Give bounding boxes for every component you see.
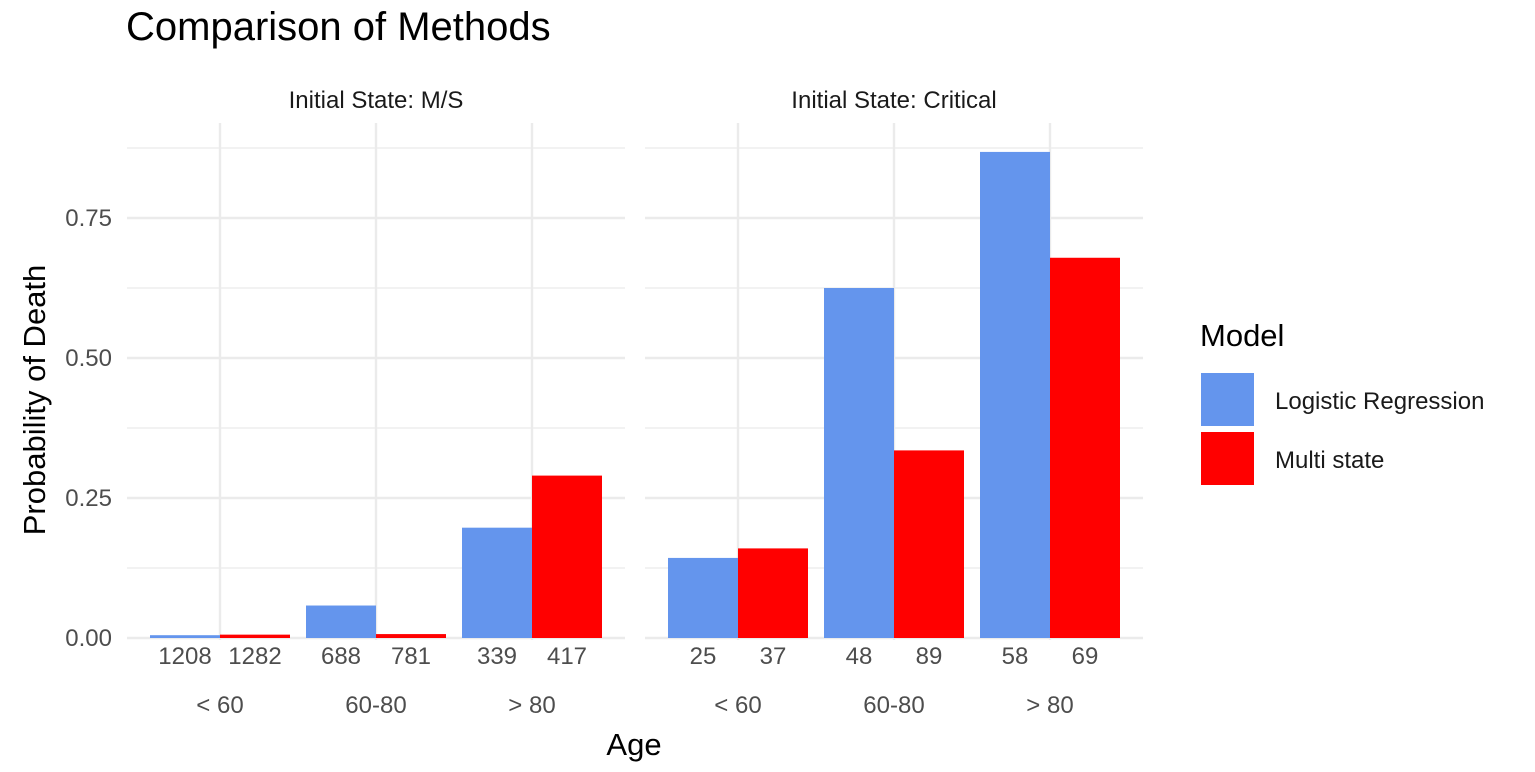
bar-count-label: 89 [916,643,943,670]
y-tick-label: 0.00 [65,625,112,652]
bar-multi-state-80 [1050,257,1120,638]
x-axis: < 60 60-80 > 80 < 60 60-80 > 80 [196,692,1073,719]
bar-multi-state-60-80 [894,450,964,638]
x-tick-label: < 60 [714,692,761,719]
panel-strip-ms: Initial State: M/S [289,87,464,114]
y-tick-label: 0.50 [65,345,112,372]
x-tick-label: < 60 [196,692,243,719]
chart-title: Comparison of Methods [126,5,551,49]
bar-multi-state-80 [532,475,602,638]
bar-logistic-regression-60 [668,557,738,638]
bar-count-label: 37 [760,643,787,670]
legend-label-multi-state: Multi state [1275,447,1384,474]
bar-count-label: 69 [1072,643,1099,670]
panel-critical: Initial State: Critical 25 48 58 37 89 69 [645,87,1143,670]
bar-multi-state-60 [738,548,808,638]
bar-logistic-regression-60-80 [824,288,894,638]
panel-ms: Initial State: M/S 1208 688 339 1282 781 417 [127,87,625,670]
y-axis-title: Probability of Death [17,265,52,536]
x-tick-label: 60-80 [863,692,924,719]
legend-key-logistic-regression [1201,373,1254,426]
legend-key-multi-state [1201,432,1254,485]
y-tick-label: 0.25 [65,485,112,512]
bar-count-label: 417 [547,643,587,670]
panel-strip-critical: Initial State: Critical [791,87,996,114]
x-tick-label: 60-80 [345,692,406,719]
x-tick-label: > 80 [1026,692,1073,719]
bar-logistic-regression-80 [462,527,532,638]
legend-label-logistic-regression: Logistic Regression [1275,388,1484,415]
bar-count-label: 688 [321,643,361,670]
legend-title: Model [1200,318,1284,353]
y-axis: 0.00 0.25 0.50 0.75 [65,205,112,652]
bar-logistic-regression-60-80 [306,605,376,638]
bar-logistic-regression-80 [980,151,1050,639]
legend: Model Logistic Regression Multi state [1200,318,1484,485]
x-tick-label: > 80 [508,692,555,719]
bar-logistic-regression-60 [150,635,220,638]
bar-multi-state-60-80 [376,634,446,638]
y-tick-label: 0.75 [65,205,112,232]
bar-count-label: 25 [690,643,717,670]
bar-count-label: 58 [1002,643,1029,670]
bar-count-label: 1282 [228,643,281,670]
bar-count-label: 1208 [158,643,211,670]
bar-multi-state-60 [220,634,290,638]
x-axis-title: Age [606,727,661,762]
bar-count-label: 339 [477,643,517,670]
bar-count-label: 48 [846,643,873,670]
bar-count-label: 781 [391,643,431,670]
